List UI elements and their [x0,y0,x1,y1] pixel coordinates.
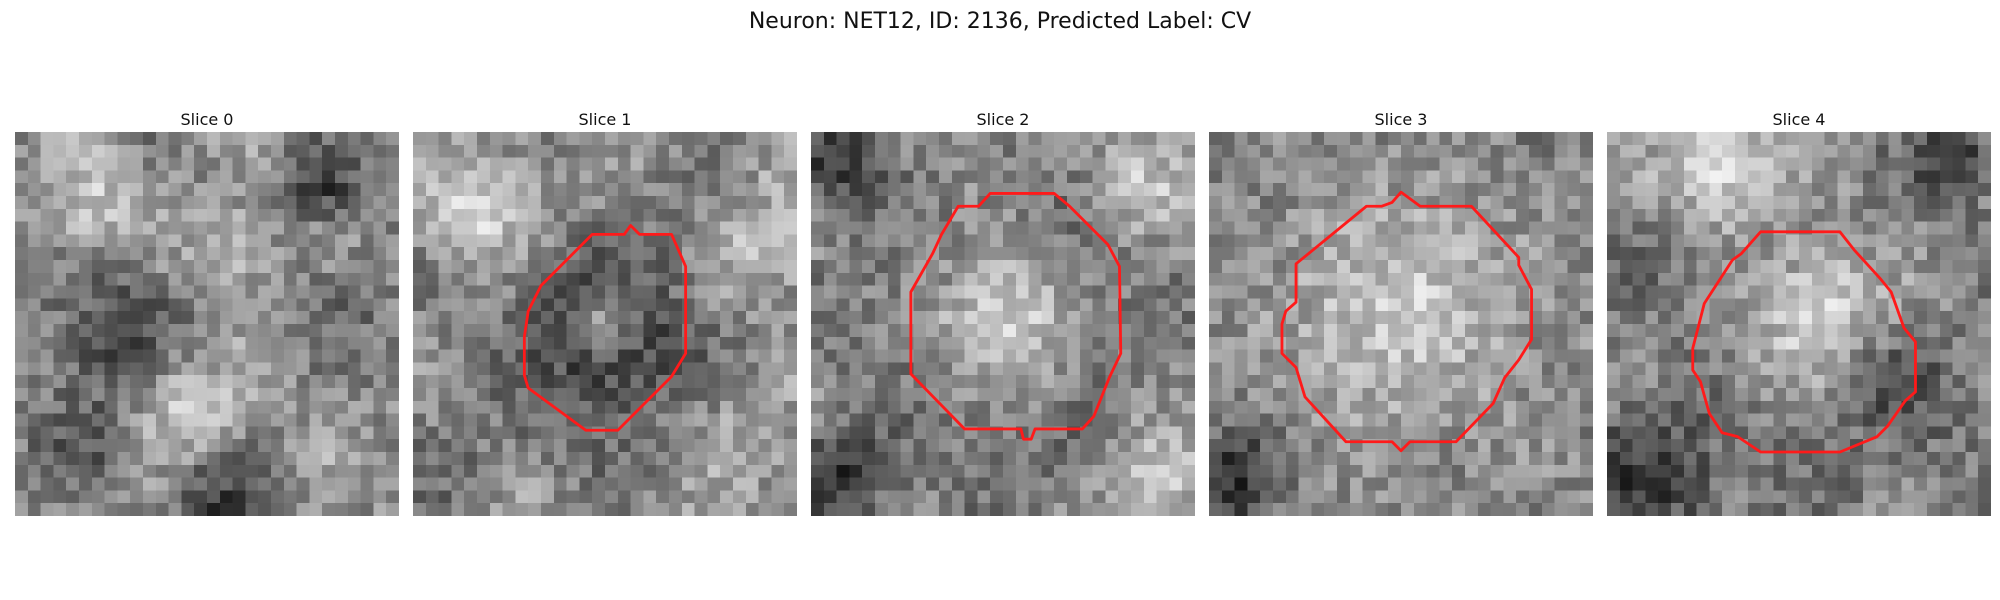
panel-slice-4: Slice 4 [1607,108,1991,516]
pixel-grid [413,132,797,516]
slice-image [1209,132,1593,516]
segmentation-contour [1691,230,1917,454]
panel-title: Slice 2 [976,110,1030,129]
slice-image [1607,132,1991,516]
segmentation-contour [1280,190,1533,453]
pixel-grid [811,132,1195,516]
panel-slice-3: Slice 3 [1209,108,1593,516]
pixel-grid [1209,132,1593,516]
slice-image [413,132,797,516]
panel-slice-2: Slice 2 [811,108,1195,516]
slice-image [811,132,1195,516]
slice-image [15,132,399,516]
panel-title: Slice 3 [1374,110,1428,129]
panel-title: Slice 1 [578,110,632,129]
panel-title: Slice 4 [1772,110,1826,129]
figure-title: Neuron: NET12, ID: 2136, Predicted Label… [748,9,1252,34]
pixel-grid [1607,132,1991,516]
panel-title: Slice 0 [180,110,234,129]
segmentation-contour [522,224,688,432]
pixel-grid [15,132,399,516]
segmentation-contour [909,192,1123,441]
panel-slice-0: Slice 0 [15,108,399,516]
panel-slice-1: Slice 1 [413,108,797,516]
